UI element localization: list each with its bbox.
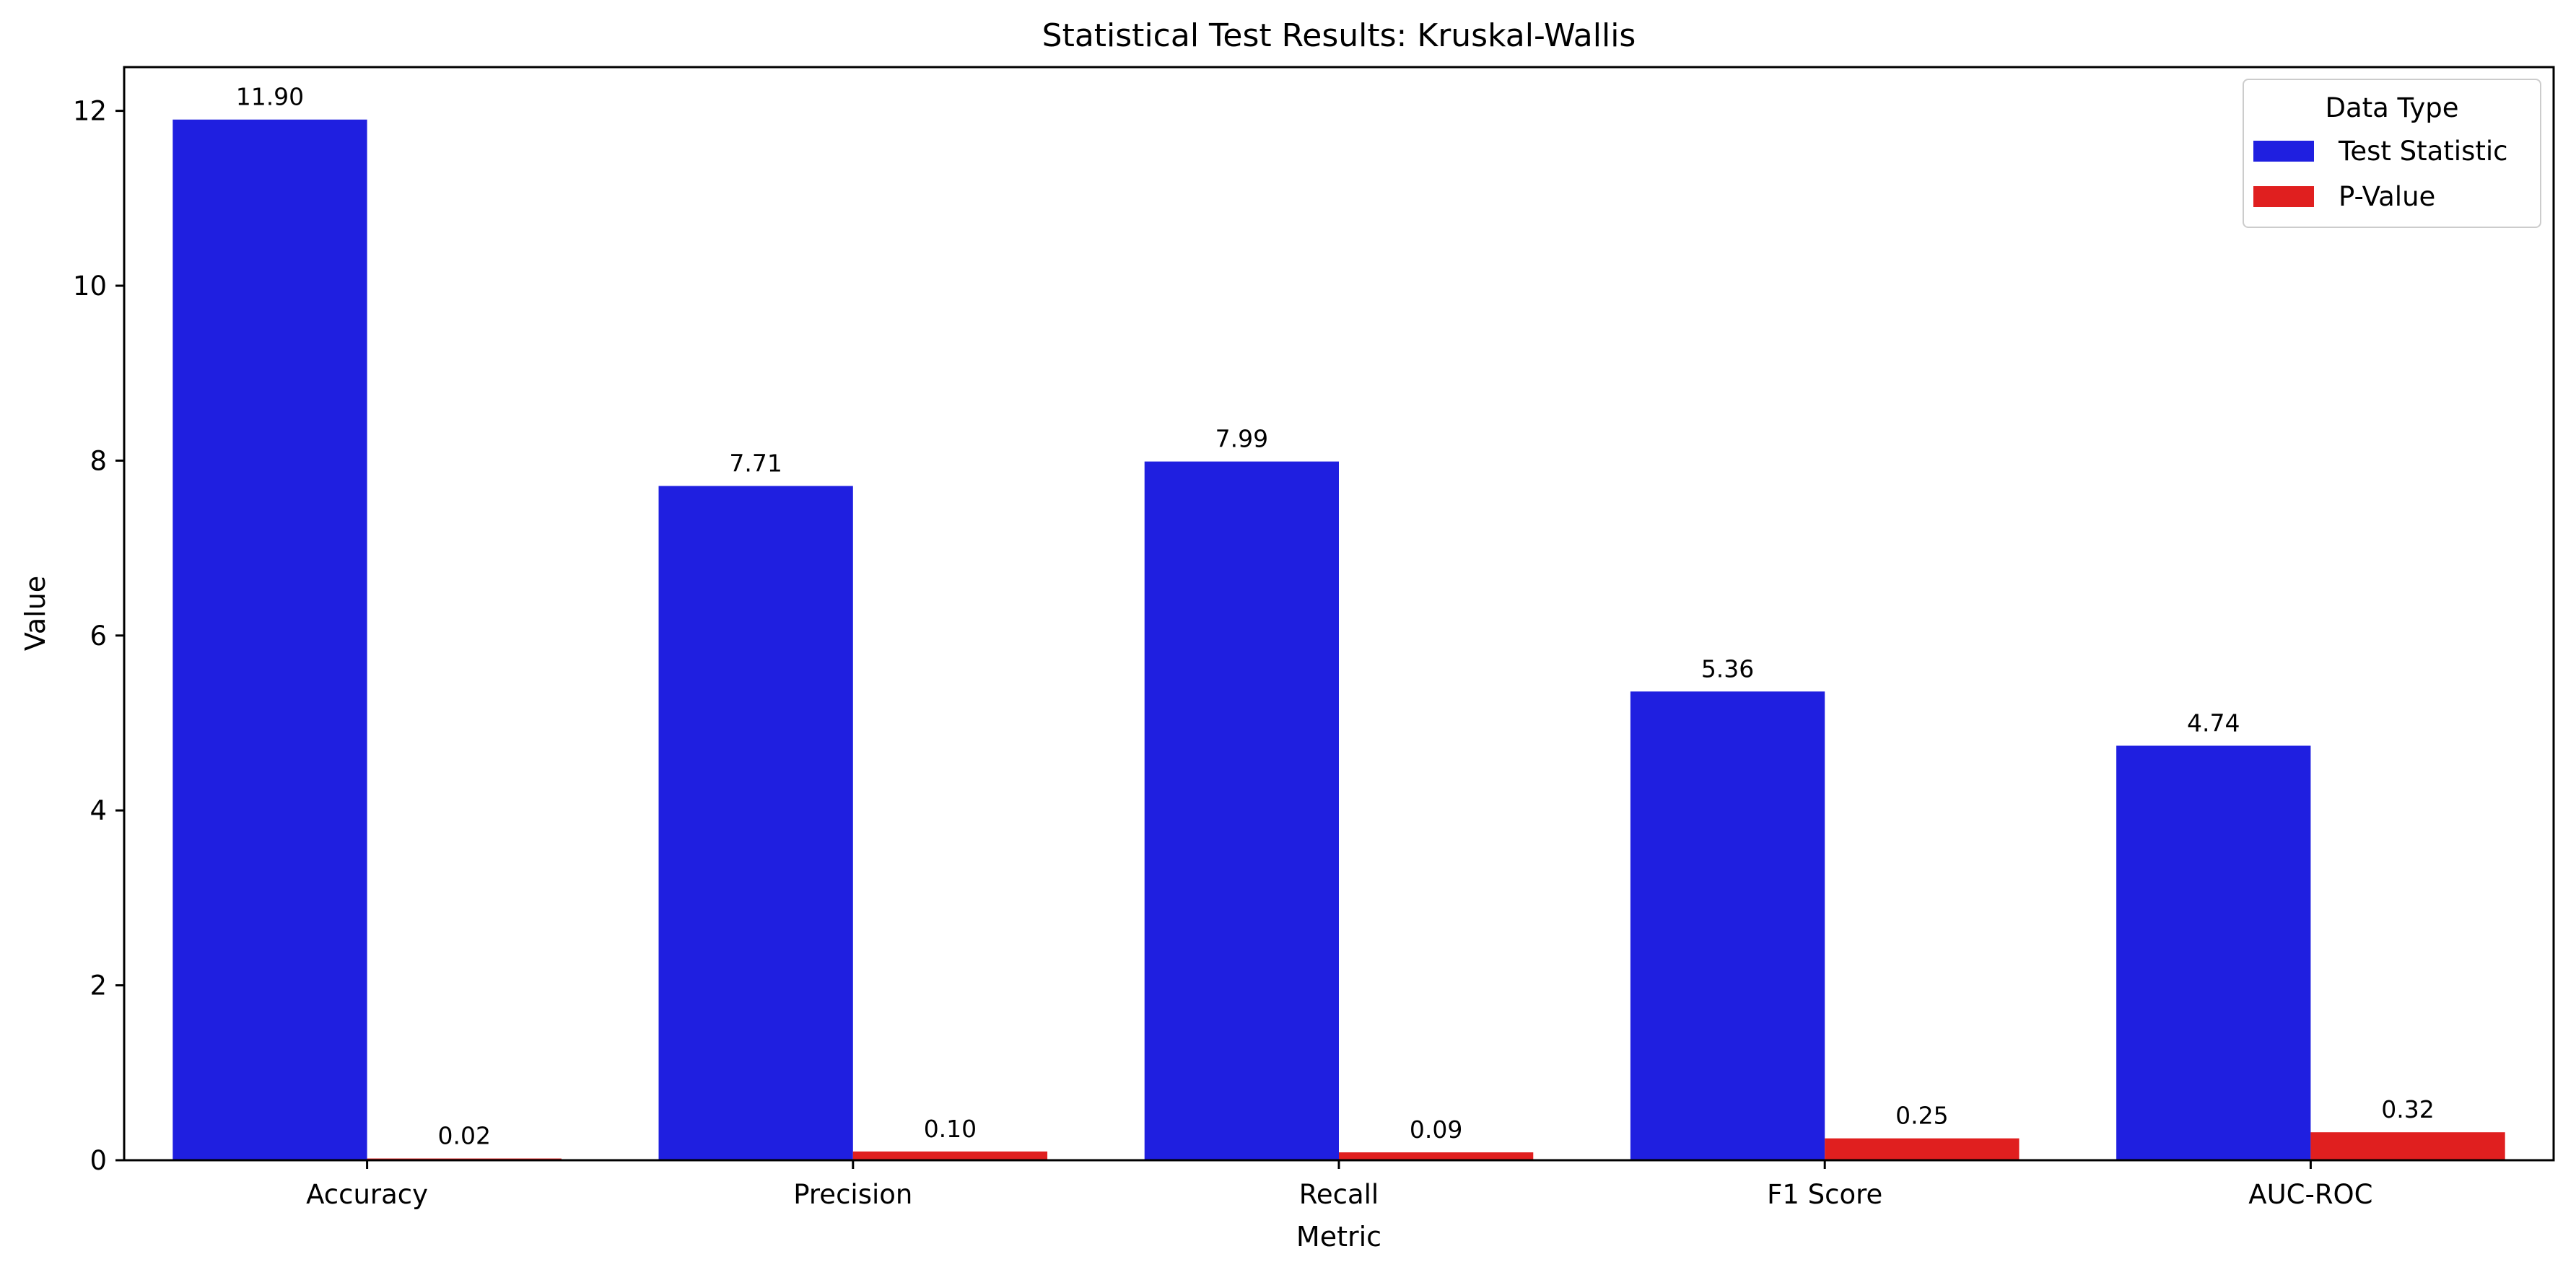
bar-0-3 bbox=[1630, 691, 1825, 1160]
bar-0-1 bbox=[658, 486, 853, 1160]
x-tick-label-3: F1 Score bbox=[1767, 1179, 1882, 1210]
bar-0-2 bbox=[1144, 461, 1339, 1160]
bar-1-4 bbox=[2310, 1132, 2505, 1160]
legend: Data Type Test Statistic P-Value bbox=[2243, 79, 2541, 228]
data-label-0-0: 11.90 bbox=[236, 83, 304, 111]
legend-swatch-0 bbox=[2253, 141, 2314, 162]
legend-label-1: P-Value bbox=[2339, 181, 2435, 212]
legend-title: Data Type bbox=[2325, 92, 2458, 123]
x-tick-label-4: AUC-ROC bbox=[2248, 1179, 2372, 1210]
legend-label-0: Test Statistic bbox=[2338, 136, 2507, 167]
data-label-0-2: 7.99 bbox=[1215, 425, 1268, 453]
x-tick-label-0: Accuracy bbox=[306, 1179, 428, 1210]
data-label-0-4: 4.74 bbox=[2187, 709, 2240, 737]
y-tick-label-5: 10 bbox=[73, 271, 107, 302]
data-label-0-1: 7.71 bbox=[729, 450, 782, 478]
legend-box bbox=[2243, 79, 2541, 228]
y-tick-label-6: 12 bbox=[73, 96, 107, 127]
y-tick-label-3: 6 bbox=[89, 621, 107, 652]
x-tick-label-2: Recall bbox=[1299, 1179, 1379, 1210]
data-label-1-2: 0.09 bbox=[1410, 1115, 1462, 1144]
bar-1-1 bbox=[852, 1151, 1048, 1160]
y-tick-label-2: 4 bbox=[89, 795, 107, 826]
data-label-0-3: 5.36 bbox=[1701, 654, 1754, 683]
y-tick-label-4: 8 bbox=[89, 445, 107, 476]
data-label-1-3: 0.25 bbox=[1895, 1102, 1948, 1130]
y-tick-label-0: 0 bbox=[89, 1145, 107, 1176]
legend-swatch-1 bbox=[2253, 186, 2314, 207]
bar-1-3 bbox=[1825, 1138, 2020, 1160]
y-axis-label: Value bbox=[19, 576, 51, 651]
bars-layer bbox=[173, 119, 2505, 1161]
axes-layer: 0 2 4 6 8 10 12 Accuracy Precision Recall F1 Score… bbox=[73, 66, 2555, 1210]
y-tick-label-1: 2 bbox=[89, 970, 107, 1001]
data-label-1-1: 0.10 bbox=[924, 1115, 977, 1143]
data-label-1-0: 0.02 bbox=[437, 1122, 490, 1150]
data-label-1-4: 0.32 bbox=[2381, 1095, 2434, 1123]
bar-1-2 bbox=[1339, 1152, 1534, 1160]
bar-0-4 bbox=[2116, 745, 2311, 1160]
x-tick-label-1: Precision bbox=[793, 1179, 912, 1210]
x-axis-label: Metric bbox=[1296, 1221, 1381, 1253]
data-labels-layer: 11.90 0.02 7.71 0.10 7.99 0.09 5.36 0.25 4.74 0.3… bbox=[236, 83, 2435, 1150]
bar-0-0 bbox=[173, 119, 367, 1161]
chart-title: Statistical Test Results: Kruskal-Wallis bbox=[1042, 17, 1636, 54]
